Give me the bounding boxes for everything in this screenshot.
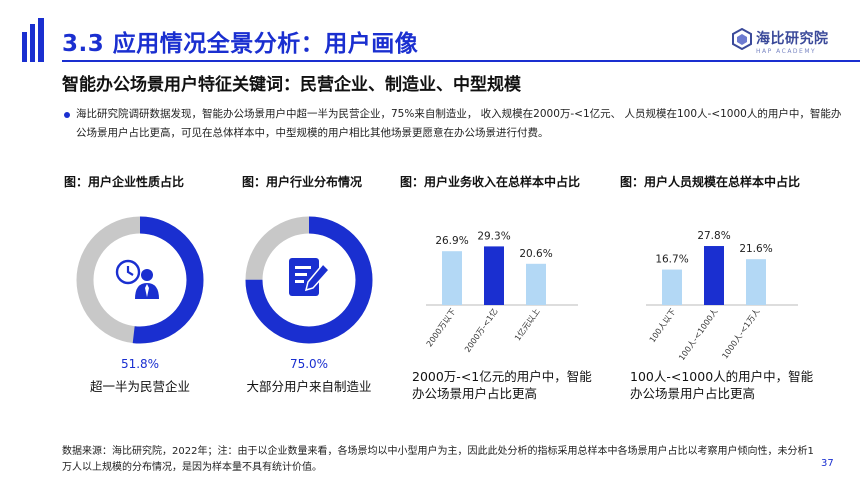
bar-value-label: 27.8% <box>697 230 730 242</box>
page-title: 3.3 应用情况全景分析：用户画像 <box>62 31 419 57</box>
chart-title-headcount: 图：用户人员规模在总样本中占比 <box>620 175 801 189</box>
bar <box>442 251 462 305</box>
category-tick-label: 100人-<1000人 <box>677 307 719 360</box>
bullet-paragraph: 海比研究院调研数据发现，智能办公场景用户中超一半为民营企业，75%来自制造业， … <box>76 108 842 139</box>
category-tick-label: 1亿元以上 <box>512 306 541 342</box>
section-subtitle: 智能办公场景用户特征关键词：民营企业、制造业、中型规模 <box>62 75 521 95</box>
category-tick-label: 2000万-<1亿 <box>462 306 499 354</box>
bar <box>746 259 766 305</box>
bar-value-label: 26.9% <box>435 235 468 247</box>
donut-chart-enterprise-nature <box>76 216 204 344</box>
page-number: 37 <box>821 458 834 469</box>
category-tick-label: 1000人-<1万人 <box>720 307 761 360</box>
bar-chart-caption: 2000万-<1亿元的用户中，智能办公场景用户占比更高 <box>412 369 592 401</box>
document-pen-icon <box>289 258 331 296</box>
donut-value-label: 51.8% <box>120 357 160 371</box>
bar <box>526 263 546 305</box>
bar-value-label: 29.3% <box>477 230 510 242</box>
donut-chart-industry <box>245 216 373 344</box>
bar-value-label: 16.7% <box>655 254 688 266</box>
logo-text: 海比研究院 <box>756 31 829 47</box>
business-person-clock-icon <box>115 259 159 299</box>
bar <box>704 246 724 305</box>
bar-value-label: 20.6% <box>519 248 552 260</box>
bar-chart-caption: 100人-<1000人的用户中，智能办公场景用户占比更高 <box>630 369 814 401</box>
logo-subtext: HAP ACADEMY <box>756 48 817 55</box>
title-divider <box>62 60 860 62</box>
bar-chart-headcount: 16.7% 100人以下 27.8% 100人-<1000人 21.6% 1000人-<1… <box>646 230 798 360</box>
logo: 海比研究院 HAP ACADEMY <box>732 26 842 60</box>
bar <box>662 269 682 305</box>
donut-value-label: 75.0% <box>289 357 329 371</box>
category-tick-label: 100人以下 <box>648 307 678 344</box>
cube-logo-icon <box>732 28 752 50</box>
bar <box>484 246 504 305</box>
donut-caption: 大部分用户来自制造业 <box>246 379 372 394</box>
bar-chart-revenue: 26.9% 2000万以下 29.3% 2000万-<1亿 20.6% 1亿元以上 <box>425 230 578 354</box>
category-tick-label: 2000万以下 <box>425 307 458 348</box>
donut-value-arc <box>76 216 204 344</box>
chart-title-enterprise-nature: 图：用户企业性质占比 <box>64 175 185 189</box>
bar-value-label: 21.6% <box>739 243 772 255</box>
donut-caption: 超一半为民营企业 <box>89 379 190 394</box>
title-decoration-bars <box>22 18 52 62</box>
bullet-icon <box>64 112 70 118</box>
data-source-footnote: 数据来源：海比研究院，2022年；注：由于以企业数量来看，各场景均以中小型用户为… <box>62 446 814 473</box>
chart-title-revenue: 图：用户业务收入在总样本中占比 <box>400 175 581 189</box>
chart-title-industry: 图：用户行业分布情况 <box>242 175 363 189</box>
donut-value-arc <box>245 216 373 344</box>
